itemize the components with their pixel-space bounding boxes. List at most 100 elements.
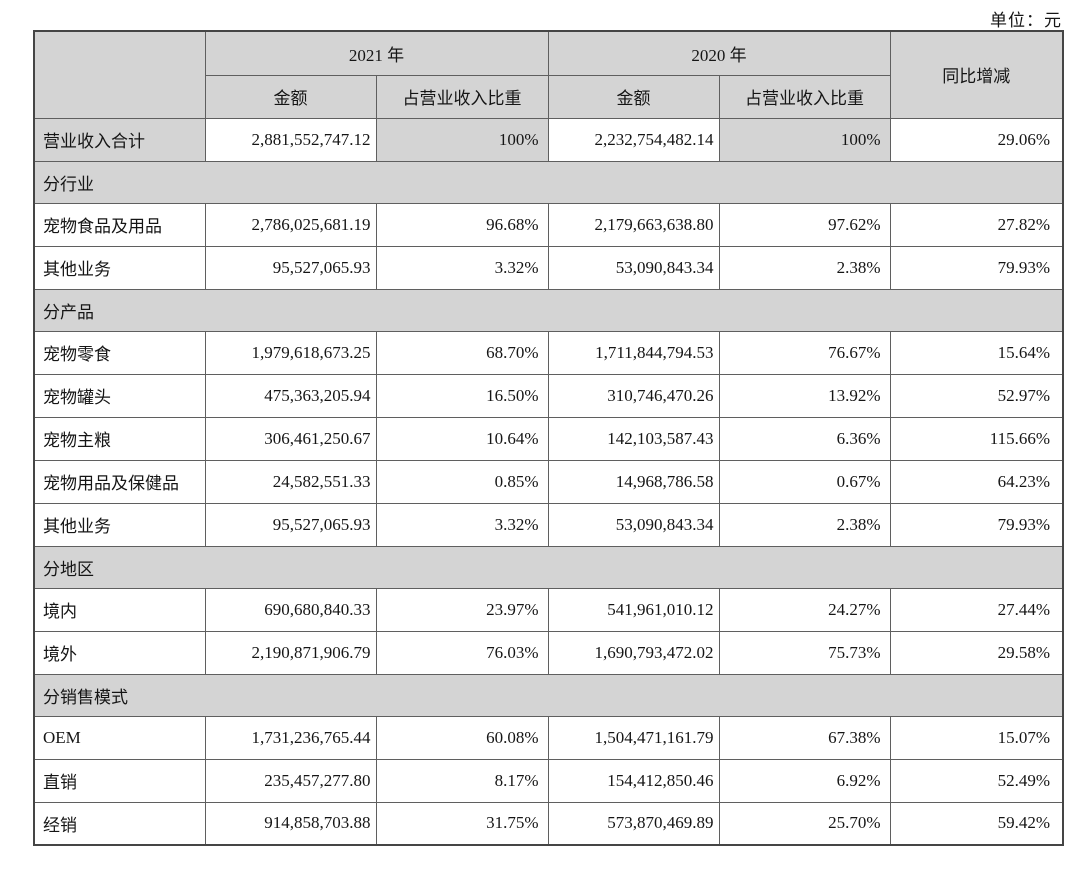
- table-row: 宠物食品及用品 2,786,025,681.19 96.68% 2,179,66…: [33, 202, 1064, 247]
- ratio-2021: 23.97%: [375, 587, 549, 632]
- amount-2021: 690,680,840.33: [204, 587, 377, 632]
- amount-2020: 53,090,843.34: [547, 502, 720, 547]
- row-label: 宠物食品及用品: [33, 202, 206, 247]
- row-label: 境内: [33, 587, 206, 632]
- ratio-2021: 3.32%: [375, 502, 549, 547]
- row-label: 其他业务: [33, 502, 206, 547]
- col-header-yoy: 同比增减: [889, 30, 1064, 119]
- row-label: 经销: [33, 801, 206, 846]
- ratio-2020: 13.92%: [718, 373, 891, 418]
- amount-2021: 306,461,250.67: [204, 416, 377, 461]
- yoy-change: 52.49%: [889, 758, 1064, 803]
- ratio-2020: 75.73%: [718, 630, 891, 675]
- ratio-2021: 60.08%: [375, 715, 549, 760]
- ratio-2021: 16.50%: [375, 373, 549, 418]
- table-row: 宠物用品及保健品 24,582,551.33 0.85% 14,968,786.…: [33, 459, 1064, 504]
- section-row-product: 分产品: [33, 288, 1064, 332]
- ratio-2021: 0.85%: [375, 459, 549, 504]
- amount-2020: 2,232,754,482.14: [547, 117, 720, 162]
- amount-2021: 24,582,551.33: [204, 459, 377, 504]
- amount-2020: 142,103,587.43: [547, 416, 720, 461]
- amount-2020: 541,961,010.12: [547, 587, 720, 632]
- amount-2021: 95,527,065.93: [204, 245, 377, 290]
- ratio-2021: 10.64%: [375, 416, 549, 461]
- yoy-change: 27.44%: [889, 587, 1064, 632]
- col-header-amount-2021: 金额: [204, 74, 377, 119]
- header-row-years: 2021 年 2020 年 同比增减: [33, 30, 1064, 119]
- corner-cell: [33, 30, 206, 119]
- section-row-region: 分地区: [33, 545, 1064, 589]
- col-header-amount-2020: 金额: [547, 74, 720, 119]
- row-label: 营业收入合计: [33, 117, 206, 162]
- row-label: 其他业务: [33, 245, 206, 290]
- yoy-change: 29.06%: [889, 117, 1064, 162]
- yoy-change: 115.66%: [889, 416, 1064, 461]
- amount-2020: 573,870,469.89: [547, 801, 720, 846]
- yoy-change: 64.23%: [889, 459, 1064, 504]
- ratio-2021: 96.68%: [375, 202, 549, 247]
- yoy-change: 52.97%: [889, 373, 1064, 418]
- ratio-2020: 97.62%: [718, 202, 891, 247]
- table-row-total: 营业收入合计 2,881,552,747.12 100% 2,232,754,4…: [33, 117, 1064, 162]
- section-title: 分销售模式: [33, 673, 1064, 717]
- amount-2020: 1,711,844,794.53: [547, 330, 720, 375]
- row-label: OEM: [33, 715, 206, 760]
- amount-2021: 95,527,065.93: [204, 502, 377, 547]
- ratio-2020: 6.36%: [718, 416, 891, 461]
- table-row: 其他业务 95,527,065.93 3.32% 53,090,843.34 2…: [33, 245, 1064, 290]
- yoy-change: 27.82%: [889, 202, 1064, 247]
- section-title: 分产品: [33, 288, 1064, 332]
- yoy-change: 79.93%: [889, 245, 1064, 290]
- section-row-industry: 分行业: [33, 160, 1064, 204]
- header-row-metrics: 金额 占营业收入比重 金额 占营业收入比重: [34, 74, 1063, 119]
- ratio-2020: 6.92%: [718, 758, 891, 803]
- col-group-2020: 2020 年: [547, 30, 891, 76]
- amount-2021: 2,786,025,681.19: [204, 202, 377, 247]
- ratio-2021: 100%: [375, 117, 549, 162]
- table-row: OEM 1,731,236,765.44 60.08% 1,504,471,16…: [33, 715, 1064, 760]
- row-label: 宠物零食: [33, 330, 206, 375]
- ratio-2020: 2.38%: [718, 502, 891, 547]
- ratio-2020: 2.38%: [718, 245, 891, 290]
- amount-2021: 2,881,552,747.12: [204, 117, 377, 162]
- ratio-2021: 31.75%: [375, 801, 549, 846]
- section-row-sales-model: 分销售模式: [33, 673, 1064, 717]
- row-label: 宠物主粮: [33, 416, 206, 461]
- amount-2021: 1,979,618,673.25: [204, 330, 377, 375]
- amount-2020: 14,968,786.58: [547, 459, 720, 504]
- ratio-2021: 76.03%: [375, 630, 549, 675]
- table-row: 境内 690,680,840.33 23.97% 541,961,010.12 …: [33, 587, 1064, 632]
- amount-2020: 1,690,793,472.02: [547, 630, 720, 675]
- table-row: 经销 914,858,703.88 31.75% 573,870,469.89 …: [33, 801, 1064, 846]
- table-row: 其他业务 95,527,065.93 3.32% 53,090,843.34 2…: [33, 502, 1064, 547]
- ratio-2021: 3.32%: [375, 245, 549, 290]
- yoy-change: 79.93%: [889, 502, 1064, 547]
- table-row: 直销 235,457,277.80 8.17% 154,412,850.46 6…: [33, 758, 1064, 803]
- amount-2021: 914,858,703.88: [204, 801, 377, 846]
- ratio-2020: 100%: [718, 117, 891, 162]
- table-row: 宠物罐头 475,363,205.94 16.50% 310,746,470.2…: [33, 373, 1064, 418]
- amount-2021: 235,457,277.80: [204, 758, 377, 803]
- table-row: 境外 2,190,871,906.79 76.03% 1,690,793,472…: [33, 630, 1064, 675]
- yoy-change: 59.42%: [889, 801, 1064, 846]
- col-group-2021: 2021 年: [204, 30, 549, 76]
- amount-2020: 1,504,471,161.79: [547, 715, 720, 760]
- ratio-2020: 67.38%: [718, 715, 891, 760]
- ratio-2020: 24.27%: [718, 587, 891, 632]
- row-label: 宠物用品及保健品: [33, 459, 206, 504]
- table-row: 宠物主粮 306,461,250.67 10.64% 142,103,587.4…: [33, 416, 1064, 461]
- ratio-2020: 0.67%: [718, 459, 891, 504]
- yoy-change: 29.58%: [889, 630, 1064, 675]
- section-title: 分地区: [33, 545, 1064, 589]
- ratio-2020: 76.67%: [718, 330, 891, 375]
- row-label: 直销: [33, 758, 206, 803]
- ratio-2021: 68.70%: [375, 330, 549, 375]
- amount-2021: 475,363,205.94: [204, 373, 377, 418]
- row-label: 宠物罐头: [33, 373, 206, 418]
- amount-2020: 53,090,843.34: [547, 245, 720, 290]
- ratio-2021: 8.17%: [375, 758, 549, 803]
- amount-2021: 1,731,236,765.44: [204, 715, 377, 760]
- yoy-change: 15.07%: [889, 715, 1064, 760]
- amount-2021: 2,190,871,906.79: [204, 630, 377, 675]
